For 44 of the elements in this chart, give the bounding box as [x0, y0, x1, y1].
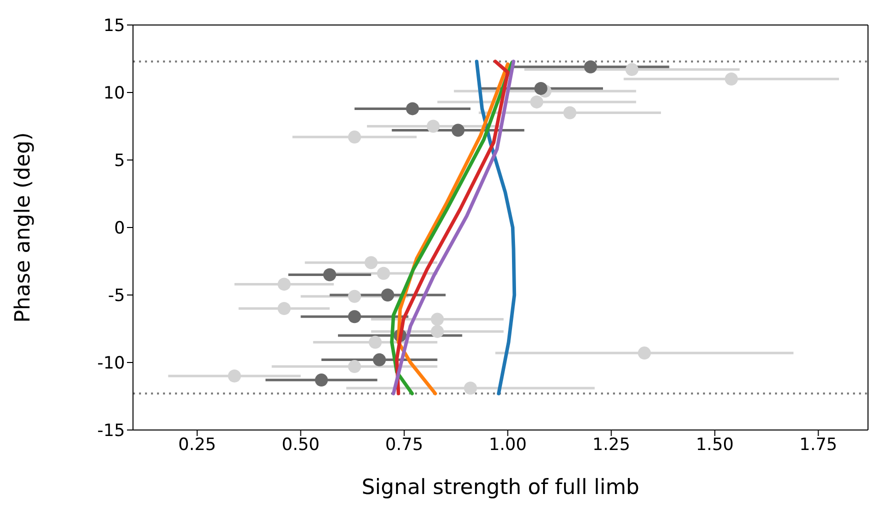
point — [638, 346, 651, 360]
x-tick-label: 1.25 — [592, 435, 630, 456]
x-tick-label: 1.00 — [488, 435, 527, 456]
x-tick-label: 1.75 — [799, 435, 838, 456]
y-tick-label: -5 — [108, 286, 125, 306]
point — [278, 302, 291, 315]
line-series — [474, 60, 516, 396]
y-axis-title: Phase angle (deg) — [10, 132, 34, 323]
point — [348, 360, 362, 374]
point — [464, 382, 477, 395]
x-tick-label: 0.50 — [282, 435, 320, 456]
point — [348, 290, 362, 303]
point — [625, 63, 638, 76]
point — [377, 266, 390, 280]
point — [724, 72, 738, 86]
y-tick-label: -10 — [97, 354, 125, 374]
x-tick-label: 1.50 — [696, 435, 734, 456]
point — [426, 120, 440, 133]
point — [430, 324, 444, 338]
point — [530, 95, 544, 108]
y-tick-label: 0 — [114, 218, 125, 239]
x-axis-title: Signal strength of full limb — [362, 475, 640, 499]
point — [348, 310, 362, 324]
point — [314, 374, 328, 387]
y-tick-label: 15 — [103, 16, 125, 36]
point — [452, 124, 465, 137]
y-tick-label: -15 — [97, 421, 125, 442]
point — [430, 312, 444, 326]
point — [584, 60, 598, 74]
point — [563, 106, 576, 120]
point — [534, 82, 548, 95]
point — [406, 102, 420, 116]
point — [364, 256, 378, 270]
point — [381, 288, 394, 302]
point — [323, 268, 336, 282]
x-tick-label: 0.75 — [385, 435, 424, 456]
y-tick-label: 10 — [103, 84, 125, 104]
point — [278, 278, 291, 291]
point — [348, 130, 362, 144]
x-tick-label: 0.25 — [178, 435, 216, 456]
y-tick-label: 5 — [114, 151, 125, 172]
point — [368, 336, 382, 349]
point — [228, 370, 241, 382]
point — [372, 353, 386, 366]
